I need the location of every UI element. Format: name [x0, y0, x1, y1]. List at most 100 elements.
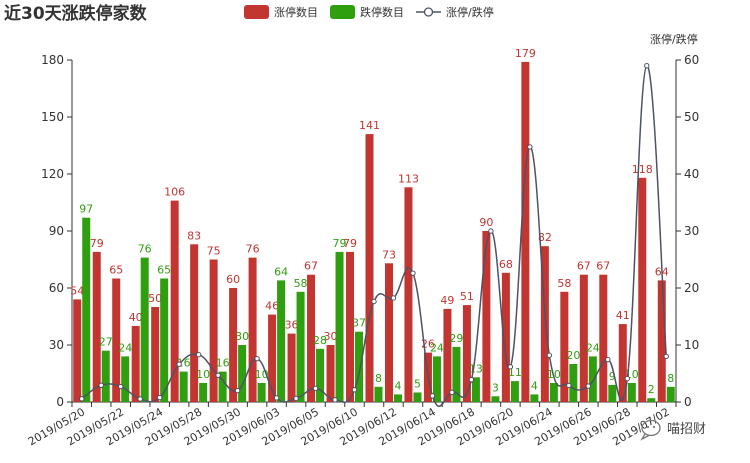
bar-value-label: 50 [148, 292, 162, 305]
bar [443, 308, 452, 402]
bar-value-label: 58 [294, 277, 308, 290]
ratio-point [488, 228, 494, 234]
legend[interactable]: 涨停数目 跌停数目 涨停/跌停 [244, 5, 494, 19]
bar-value-label: 67 [304, 260, 318, 273]
watermark-text: 喵招财 [667, 422, 706, 437]
bar [131, 326, 140, 402]
bar-value-label: 5 [414, 378, 421, 391]
legend-swatch [330, 5, 355, 19]
ratio-point [624, 375, 630, 382]
bar-value-label: 29 [449, 332, 463, 345]
bar [638, 177, 647, 402]
bar [248, 257, 257, 402]
left-tick-label: 0 [56, 395, 64, 409]
bar [190, 244, 199, 402]
bar-value-label: 90 [479, 216, 493, 229]
bar-value-label: 54 [70, 284, 84, 297]
bar-value-label: 36 [285, 319, 299, 332]
bar-value-label: 68 [499, 258, 513, 271]
legend-label: 跌停数目 [360, 5, 404, 19]
bar [608, 384, 617, 402]
right-axis-name: 涨停/跌停 [650, 32, 698, 46]
bar [588, 356, 597, 402]
legend-label: 涨停数目 [274, 5, 318, 19]
legend-item[interactable]: 涨停数目 [244, 5, 318, 19]
right-tick-label: 20 [684, 281, 699, 295]
right-tick-label: 50 [684, 110, 699, 124]
bar [92, 251, 101, 402]
bar [627, 383, 636, 402]
bar-value-label: 8 [667, 372, 674, 385]
bar-value-label: 64 [274, 265, 288, 278]
ratio-point [585, 383, 592, 389]
bar [365, 134, 374, 402]
bar-value-label: 79 [90, 237, 104, 250]
bar [560, 291, 569, 402]
ratio-point [371, 298, 377, 305]
bar-value-label: 82 [538, 231, 552, 244]
bar [73, 299, 82, 402]
ratio-point [273, 395, 280, 401]
bar-value-label: 83 [187, 229, 201, 242]
bar [82, 217, 91, 402]
bar-value-label: 118 [632, 163, 653, 176]
bar-value-label: 20 [566, 349, 580, 362]
ratio-point [663, 353, 669, 360]
bar [160, 278, 169, 402]
ratio-point [254, 355, 260, 362]
left-tick-label: 90 [49, 224, 64, 238]
ratio-point [215, 372, 221, 378]
bar-value-label: 179 [515, 47, 536, 60]
bar-value-label: 51 [460, 290, 474, 303]
bar [112, 278, 121, 402]
bar-value-label: 24 [430, 341, 444, 354]
bar-value-label: 24 [118, 341, 132, 354]
bar-value-label: 41 [616, 309, 630, 322]
right-tick-label: 30 [684, 224, 699, 238]
chat-bubble-icon [640, 419, 661, 441]
bar-value-label: 60 [226, 273, 240, 286]
ratio-point [234, 387, 241, 394]
bar [521, 61, 530, 403]
bar [393, 394, 402, 402]
bar [530, 394, 539, 402]
bar-value-label: 79 [333, 237, 347, 250]
legend-item[interactable]: 涨停/跌停 [416, 5, 494, 19]
bar [452, 346, 461, 402]
ratio-point [410, 270, 416, 276]
bar [579, 274, 588, 402]
bar [510, 381, 519, 402]
bar-value-label: 8 [375, 372, 382, 385]
bar [657, 280, 666, 402]
right-tick-label: 60 [684, 53, 699, 67]
bar-value-label: 76 [246, 243, 260, 256]
bar [384, 263, 393, 402]
ratio-point [605, 356, 611, 363]
bar [569, 364, 578, 402]
bar [151, 307, 160, 402]
bar [277, 280, 286, 402]
left-tick-label: 150 [41, 110, 64, 124]
bar-value-label: 30 [235, 330, 249, 343]
watermark: 喵招财 [640, 419, 706, 441]
bar [229, 288, 238, 402]
ratio-point [195, 351, 202, 358]
bar-value-label: 113 [398, 172, 419, 185]
bar-value-label: 13 [469, 362, 483, 375]
ratio-point [156, 394, 163, 401]
ratio-point [137, 396, 143, 402]
bar-value-label: 40 [129, 311, 143, 324]
bar [647, 398, 656, 402]
legend-item[interactable]: 跌停数目 [330, 5, 404, 19]
bar-value-label: 76 [138, 243, 152, 256]
bar [268, 314, 277, 402]
bar-value-label: 75 [207, 245, 221, 258]
ratio-point [546, 352, 553, 358]
legend-point-swatch [423, 7, 434, 17]
bar [549, 383, 558, 402]
ratio-point [527, 144, 533, 150]
bar [121, 356, 130, 402]
right-tick-label: 0 [684, 395, 692, 409]
bar [218, 371, 227, 402]
